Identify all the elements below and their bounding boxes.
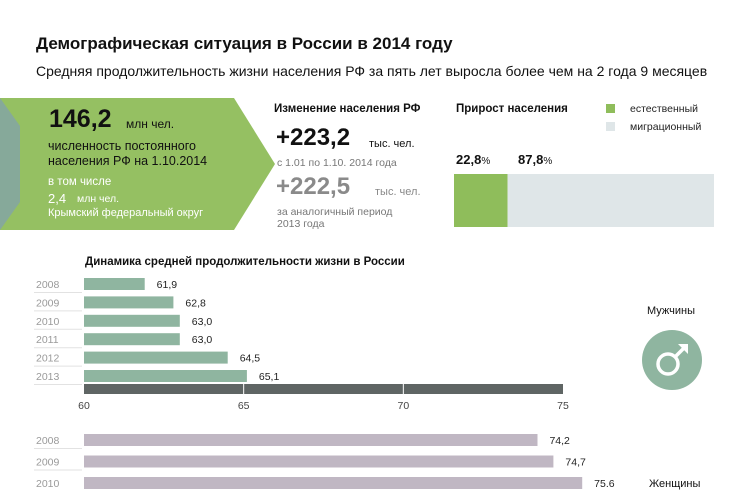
population-arrow-shape [0, 98, 275, 230]
bar-men [84, 314, 180, 327]
previous-change-unit: тыс. чел. [375, 186, 421, 198]
growth-migration-segment [507, 174, 714, 227]
page-subtitle: Средняя продолжительность жизни населени… [36, 63, 708, 79]
bar-women [84, 434, 538, 446]
data-label: 74,7 [565, 457, 586, 469]
population-change-unit: тыс. чел. [369, 138, 415, 150]
data-label: 75.6 [594, 478, 615, 489]
growth-natural-segment [454, 174, 508, 227]
population-growth-title: Прирост населения [456, 103, 568, 115]
data-label: 64,5 [240, 353, 261, 365]
previous-change-value: +222,5 [276, 173, 351, 200]
crimea-description: Крымский федеральный округ [48, 207, 204, 219]
bar-men [84, 351, 228, 364]
year-label: 2012 [36, 353, 60, 365]
population-unit: млн чел. [126, 117, 175, 131]
bar-men [84, 296, 174, 309]
previous-change-period: за аналогичный период 2013 года [277, 206, 393, 230]
bar-women [84, 455, 554, 468]
women-series-label: Женщины [649, 478, 701, 490]
growth-migration-value: 87,8 [518, 152, 544, 167]
page-title: Демографическая ситуация в России в 2014… [36, 34, 453, 53]
growth-migration-pct-sign: % [543, 156, 553, 167]
bar-men [84, 333, 180, 346]
life-expectancy-chart: 2008 61,9 2009 62,8 2010 63,0 2011 63,0 2012 64,5… [34, 278, 615, 489]
year-label: 2011 [36, 334, 59, 346]
legend-migration-swatch [606, 122, 615, 131]
year-label: 2008 [36, 279, 60, 291]
x-tick-label: 70 [397, 400, 409, 412]
year-label: 2009 [36, 297, 60, 309]
growth-natural-percent: 22,8% [456, 152, 490, 167]
data-label: 63,0 [192, 316, 213, 328]
bar-men [84, 278, 145, 290]
data-label: 74,2 [549, 435, 570, 447]
year-label: 2009 [36, 457, 60, 469]
x-tick-label: 65 [238, 400, 250, 412]
year-label: 2013 [36, 371, 60, 383]
population-description: численность постоянного населения РФ на … [48, 139, 208, 168]
men-series-label: Мужчины [647, 305, 696, 317]
population-change-value: +223,2 [276, 124, 351, 151]
population-arrow-block [0, 98, 275, 230]
legend-natural-label: естественный [630, 103, 698, 115]
data-label: 65,1 [259, 371, 280, 383]
data-label: 61,9 [157, 279, 178, 291]
population-change-title: Изменение населения РФ [274, 103, 421, 115]
bar-women [84, 477, 583, 489]
population-including-label: в том числе [48, 176, 112, 188]
growth-migration-percent: 87,8% [518, 152, 552, 167]
chart-title: Динамика средней продолжительности жизни… [85, 256, 405, 268]
year-label: 2010 [36, 316, 60, 328]
population-value: 146,2 [49, 105, 112, 133]
growth-natural-value: 22,8 [456, 152, 482, 167]
bar-men [84, 370, 247, 382]
population-arrow-notch [0, 98, 20, 230]
male-symbol-icon [642, 330, 702, 390]
x-tick-label: 60 [78, 400, 90, 412]
data-label: 62,8 [185, 297, 206, 309]
x-axis-bar [84, 384, 563, 394]
x-tick-label: 75 [557, 400, 569, 412]
year-label: 2010 [36, 478, 60, 489]
growth-natural-pct-sign: % [481, 156, 491, 167]
population-change-period: с 1.01 по 1.10. 2014 года [277, 157, 397, 169]
legend-migration-label: миграционный [630, 121, 702, 133]
growth-stacked-bar [454, 174, 714, 227]
data-label: 63,0 [192, 334, 213, 346]
legend-natural-swatch [606, 104, 615, 113]
year-label: 2008 [36, 435, 60, 447]
crimea-population-unit: млн чел. [77, 193, 120, 205]
crimea-population-value: 2,4 [48, 191, 67, 206]
